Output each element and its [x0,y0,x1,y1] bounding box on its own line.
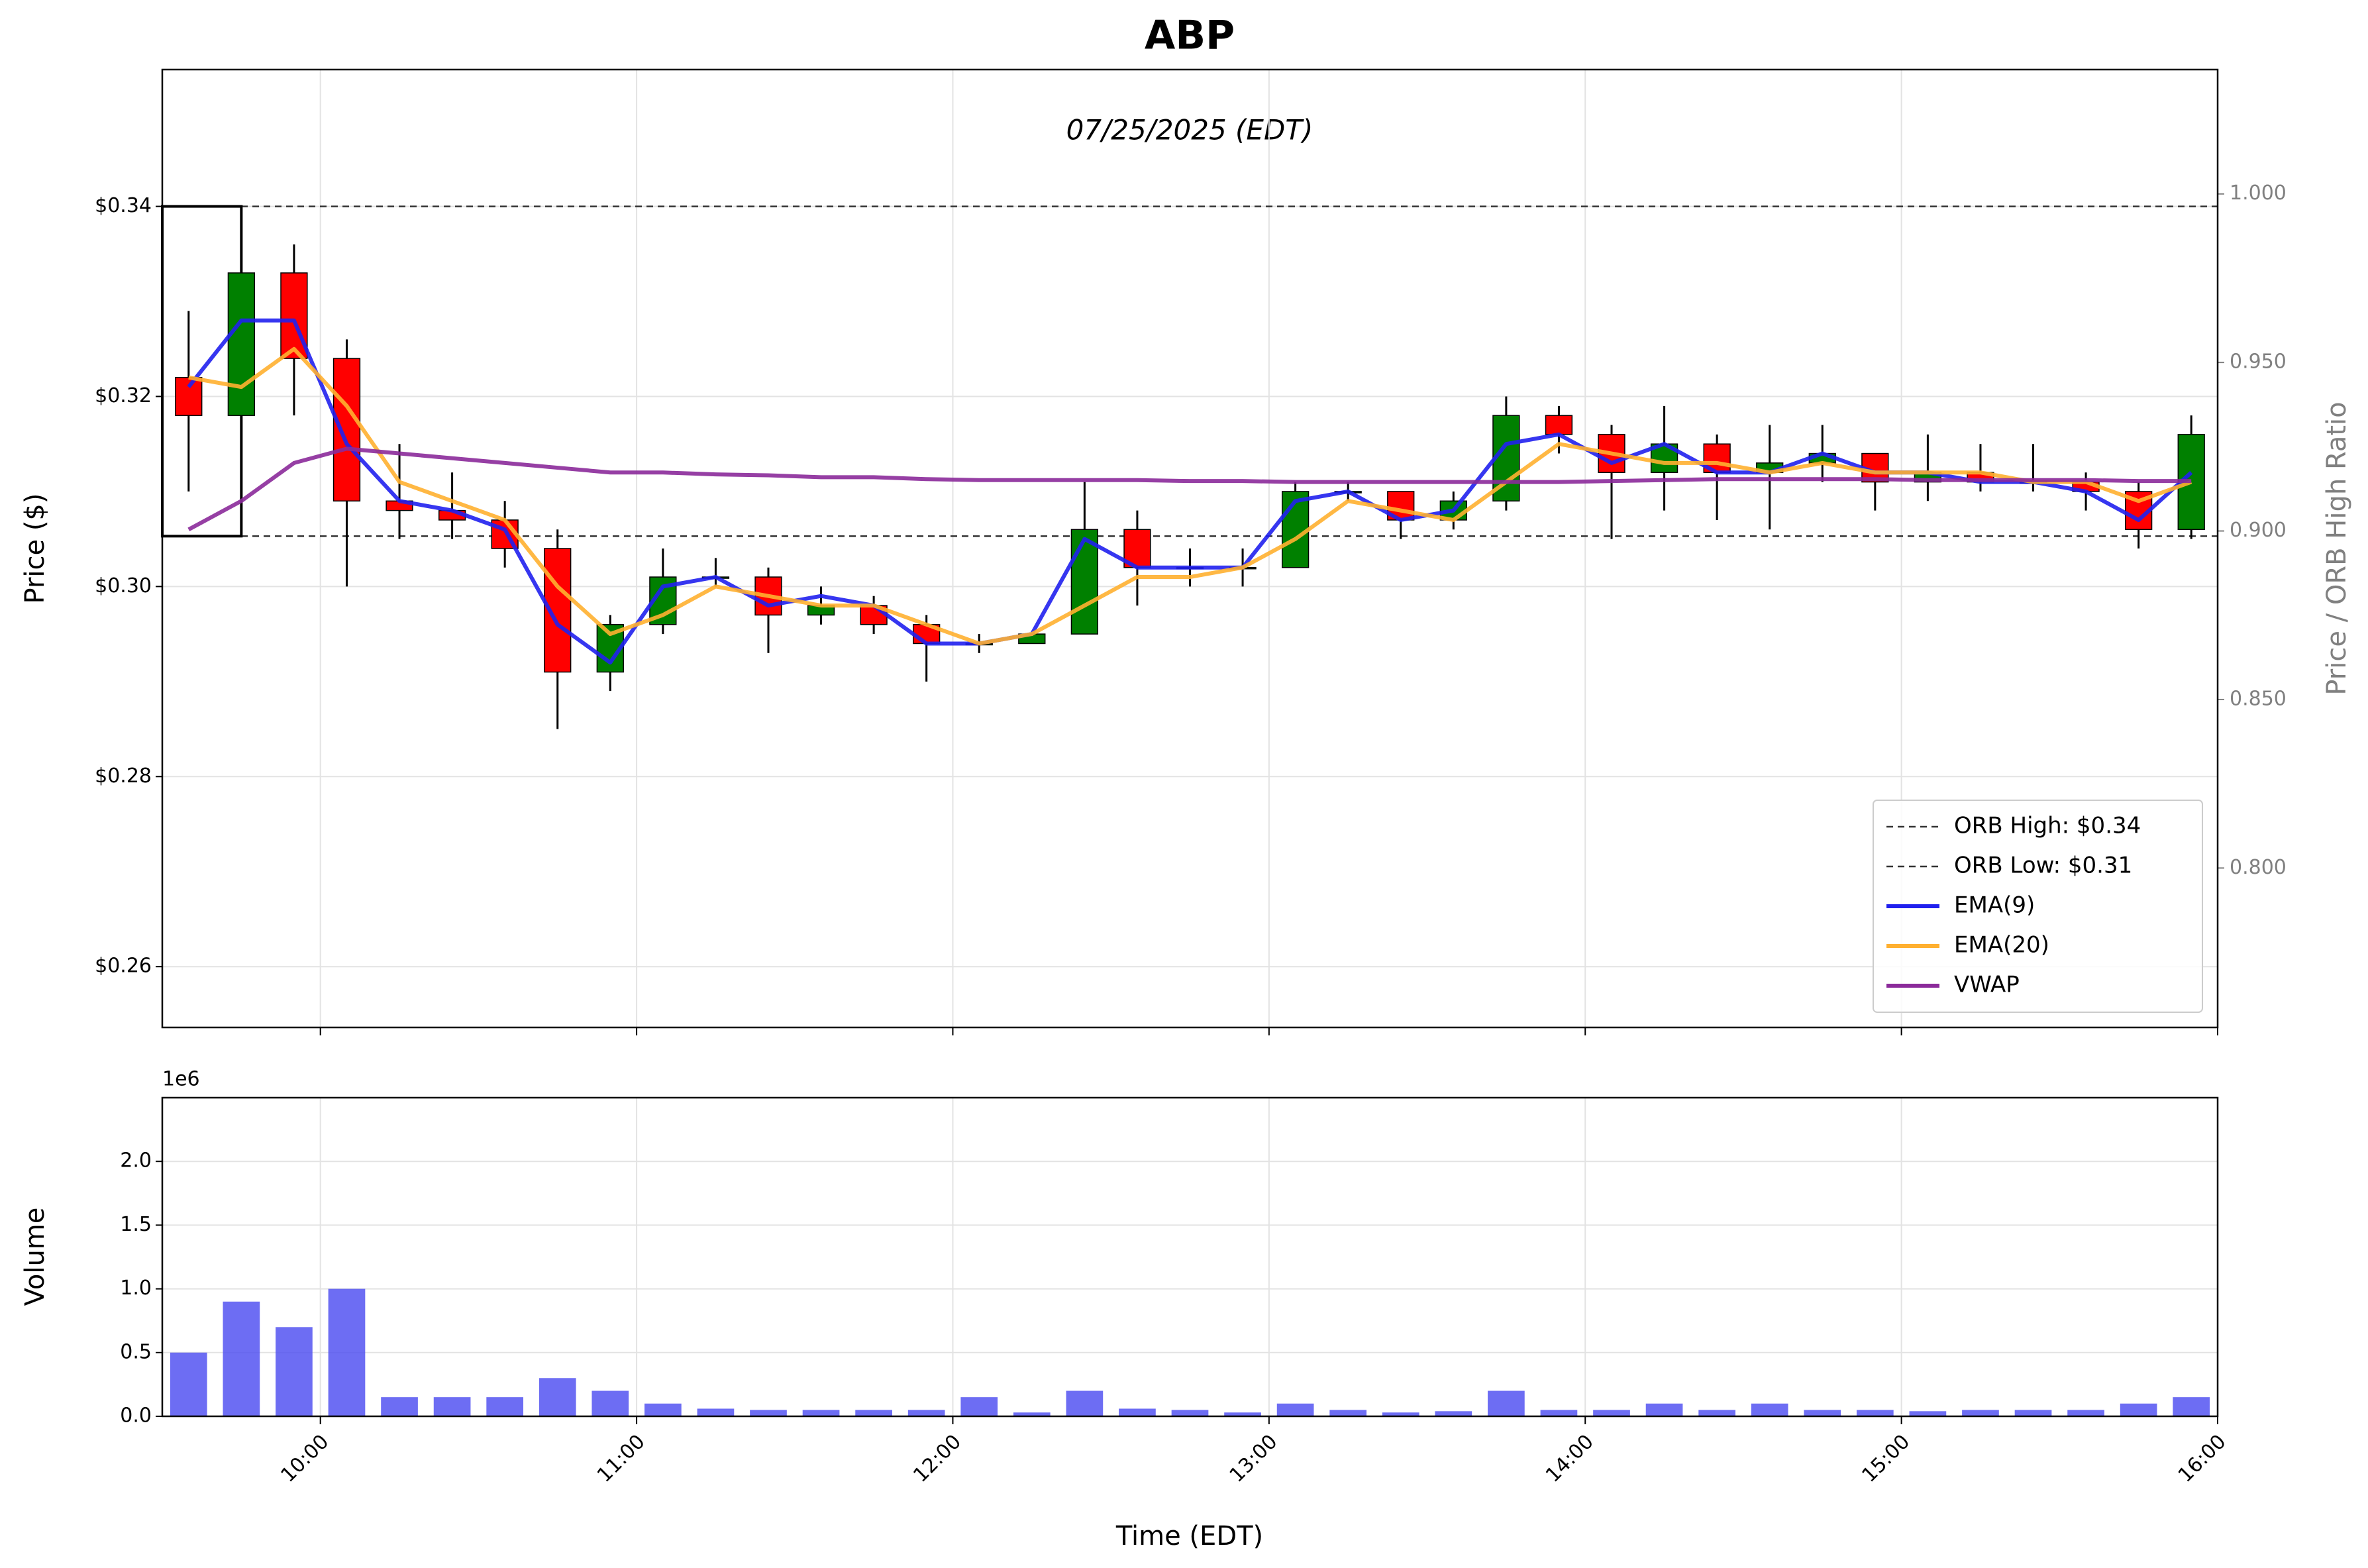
subtitle: 07/25/2025 (EDT) [1066,114,1313,146]
volume-bar [328,1288,366,1416]
volume-bar [1751,1403,1788,1416]
y-tick-label: $0.30 [95,574,152,598]
volume-bar [2173,1397,2210,1416]
legend-label: ORB High: $0.34 [1954,813,2141,839]
volume-bar [539,1378,576,1416]
volume-bar [486,1397,524,1416]
volume-bar [907,1410,945,1416]
offset-label: 1e6 [162,1068,200,1091]
y2-axis-label: Price / ORB High Ratio [2322,401,2352,695]
indicator-line [187,446,2192,531]
volume-bar [276,1327,313,1416]
volume-bar [433,1397,471,1416]
volume-bar [592,1390,629,1416]
y-tick-label: $0.32 [95,384,152,407]
y-tick-label: 0.0 [120,1404,152,1428]
candle-body [1281,491,1310,568]
y2-tick-label: 0.900 [2230,519,2287,542]
volume-bar [381,1397,418,1416]
volume-bar [697,1408,735,1416]
volume-bar [1593,1410,1630,1416]
candle-body [175,377,203,416]
volume-bar [1698,1410,1735,1416]
volume-bar [2014,1410,2052,1416]
volume-bar [1435,1411,1472,1416]
candle-body [1545,415,1573,435]
plot-frame [161,1096,2219,1418]
volume-bar [1329,1410,1367,1416]
volume-bar [1645,1403,1683,1416]
y-tick-label: $0.26 [95,955,152,978]
volume-bar [1224,1412,1261,1416]
volume-bar [2067,1410,2104,1416]
y-axis-label: Volume [20,1208,50,1306]
legend-label: EMA(9) [1954,892,2035,919]
y-axis-label: Price ($) [20,494,50,604]
candle-body [1070,529,1099,635]
y-tick-label: 1.5 [120,1213,152,1236]
candle-body [227,272,255,416]
volume-bar [855,1410,892,1416]
y2-tick-label: 0.950 [2230,350,2287,374]
legend-label: ORB Low: $0.31 [1954,853,2132,879]
volume-bar [1540,1410,1578,1416]
legend-label: EMA(20) [1954,932,2049,959]
volume-bar [223,1301,260,1416]
indicator-line [188,346,2192,646]
volume-bar [1276,1403,1314,1416]
volume-bar [1804,1410,1841,1416]
volume-bar [1382,1412,1419,1416]
volume-bar [2120,1403,2157,1416]
y2-tick-label: 1.000 [2230,182,2287,205]
plot-frame [161,68,2219,1029]
y-tick-label: $0.34 [95,194,152,217]
volume-bar [1488,1390,1525,1416]
legend-label: VWAP [1954,972,2020,998]
y2-tick-label: 0.800 [2230,856,2287,879]
volume-bar [802,1410,840,1416]
y-tick-label: 1.0 [120,1277,152,1300]
volume-bar [1962,1410,1999,1416]
volume-bar [170,1352,207,1416]
volume-bar [1066,1390,1104,1416]
y-tick-label: $0.28 [95,764,152,788]
volume-bar [1013,1412,1051,1416]
indicator-line [187,318,2193,665]
y-tick-label: 0.5 [120,1340,152,1363]
volume-bar [960,1397,998,1416]
volume-bar [1119,1408,1156,1416]
x-axis-label: Time (EDT) [1115,1521,1263,1551]
y-tick-label: 2.0 [120,1149,152,1173]
volume-bar [1171,1410,1209,1416]
volume-bar [1856,1410,1894,1416]
volume-bar [750,1410,787,1416]
y2-tick-label: 0.850 [2230,687,2287,710]
legend-box [1873,800,2203,1013]
candle-body [333,358,361,502]
volume-bar [644,1403,682,1416]
volume-bar [1909,1411,1947,1416]
chart-title: ABP [1145,13,1235,59]
